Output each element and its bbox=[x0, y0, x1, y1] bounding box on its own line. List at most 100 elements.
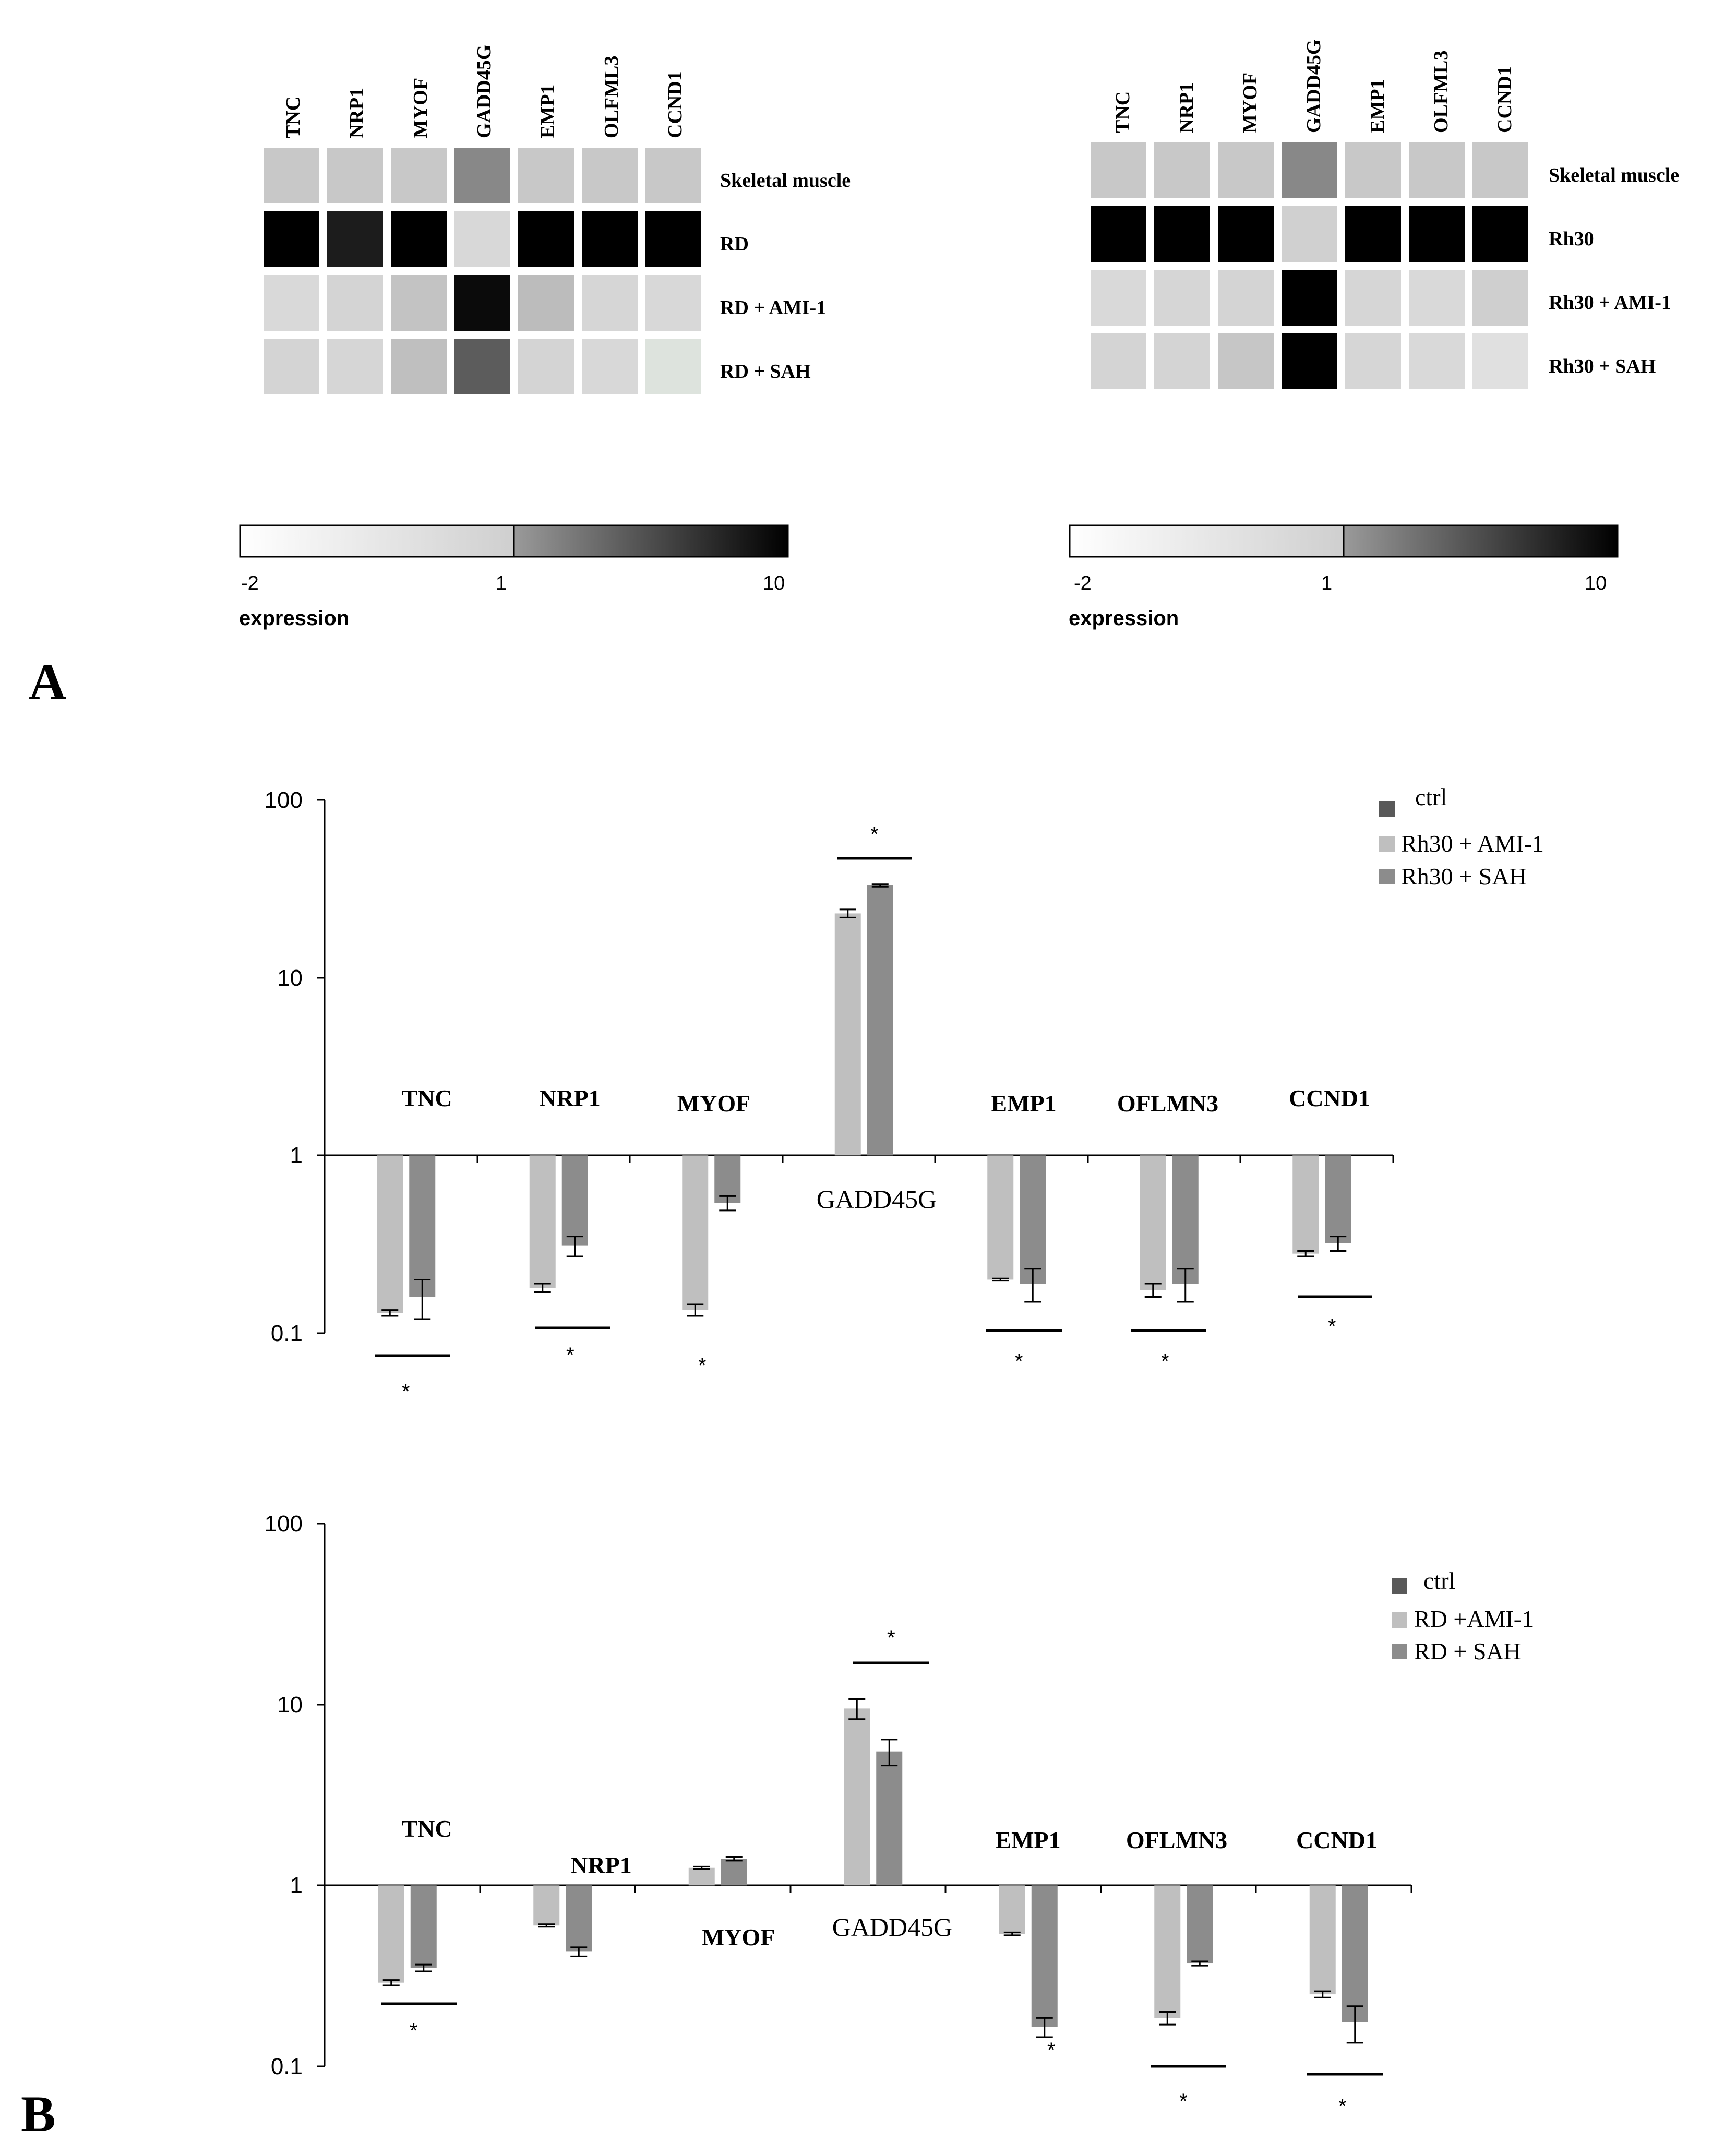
heatmap-cell bbox=[454, 211, 510, 267]
bar bbox=[1309, 1885, 1336, 1995]
heatmap-cell bbox=[518, 148, 574, 203]
heatmap-cell bbox=[264, 148, 319, 203]
gene-label: TNC bbox=[282, 97, 304, 138]
scale-tick-high: 10 bbox=[763, 572, 785, 594]
chart2-bars bbox=[378, 1698, 1368, 2044]
heatmap-cell bbox=[1472, 333, 1528, 389]
gene-label: OLFML3 bbox=[1430, 51, 1452, 133]
y-tick-label: 1 bbox=[290, 1873, 303, 1898]
row-label: RD bbox=[720, 233, 749, 255]
heatmap-cell bbox=[1345, 206, 1401, 262]
heatmap-rd: TNC NRP1 MYOF GADD45G EMP1 OLFML3 CCND1 … bbox=[239, 45, 851, 630]
legend-label: Rh30 + AMI-1 bbox=[1401, 830, 1544, 857]
legend-swatch-sah bbox=[1379, 869, 1395, 884]
y-tick-label: 0.1 bbox=[271, 2054, 303, 2079]
legend-label: RD + SAH bbox=[1414, 1638, 1521, 1664]
bar bbox=[834, 913, 861, 1156]
gene-label: MYOF bbox=[410, 78, 432, 138]
heatmap-cell bbox=[582, 211, 638, 267]
heatmap-cell bbox=[1154, 142, 1210, 198]
significance-star: * bbox=[698, 1354, 707, 1377]
bar bbox=[714, 1155, 741, 1203]
bar bbox=[1292, 1155, 1319, 1254]
heatmap-cell bbox=[1472, 142, 1528, 198]
bar bbox=[844, 1708, 870, 1886]
gene-label: NRP1 bbox=[1176, 82, 1198, 133]
heatmap-cell bbox=[1472, 206, 1528, 262]
chart2-significance: * * * * * bbox=[381, 1626, 1383, 2118]
significance-star: * bbox=[887, 1626, 895, 1649]
gene-label: EMP1 bbox=[1367, 79, 1388, 133]
legend-swatch-ctrl bbox=[1392, 1578, 1407, 1594]
heatmap-cell bbox=[645, 148, 701, 203]
heatmap-cell bbox=[327, 211, 383, 267]
category-label: TNC bbox=[401, 1085, 452, 1111]
bar bbox=[876, 1751, 903, 1886]
heatmap-cell bbox=[1282, 270, 1337, 326]
y-tick-label: 100 bbox=[265, 1511, 303, 1537]
y-tick-label: 100 bbox=[265, 787, 303, 813]
color-scale: -2 1 10 expression bbox=[239, 524, 789, 630]
heatmap-cell bbox=[1472, 270, 1528, 326]
chart1-legend: ctrl Rh30 + AMI-1 Rh30 + SAH bbox=[1379, 784, 1544, 890]
heatmap-cell bbox=[645, 275, 701, 331]
significance-star: * bbox=[1047, 2039, 1056, 2062]
significance-star: * bbox=[410, 2019, 418, 2042]
gene-label: GADD45G bbox=[473, 45, 495, 138]
significance-star: * bbox=[1179, 2090, 1188, 2113]
gene-label: CCND1 bbox=[664, 71, 686, 138]
legend-label: RD +AMI-1 bbox=[1414, 1606, 1534, 1632]
significance-star: * bbox=[870, 823, 879, 846]
gene-label: CCND1 bbox=[1494, 66, 1516, 133]
category-label: MYOF bbox=[677, 1090, 751, 1117]
heatmap-rh30-cells bbox=[1091, 142, 1528, 389]
heatmap-cell bbox=[1091, 270, 1146, 326]
heatmap-cell bbox=[1409, 333, 1465, 389]
chart2-categories: TNC NRP1 MYOF GADD45G EMP1 OFLMN3 CCND1 bbox=[401, 1815, 1378, 1950]
category-label: NRP1 bbox=[570, 1852, 632, 1878]
gene-label: GADD45G bbox=[1303, 40, 1325, 133]
heatmap-cell bbox=[1345, 142, 1401, 198]
category-label: NRP1 bbox=[539, 1085, 601, 1111]
heatmap-cell bbox=[264, 339, 319, 394]
heatmap-cell bbox=[582, 275, 638, 331]
chart1-bars bbox=[377, 883, 1351, 1320]
heatmap-rh30: TNC NRP1 MYOF GADD45G EMP1 OLFML3 CCND1 … bbox=[1069, 40, 1679, 630]
bar bbox=[533, 1885, 560, 1926]
row-label: RD + AMI-1 bbox=[720, 297, 826, 319]
heatmap-cell bbox=[518, 275, 574, 331]
chart2-yaxis: 100 10 1 0.1 bbox=[265, 1511, 326, 2079]
scale-tick-low: -2 bbox=[241, 572, 259, 594]
scale-high bbox=[1343, 524, 1619, 558]
scale-label: expression bbox=[239, 607, 349, 630]
significance-star: * bbox=[1338, 2095, 1347, 2118]
heatmap-cell bbox=[582, 148, 638, 203]
chart2-legend: ctrl RD +AMI-1 RD + SAH bbox=[1392, 1567, 1534, 1664]
heatmap-cell bbox=[454, 148, 510, 203]
scale-high bbox=[513, 524, 789, 558]
category-label: EMP1 bbox=[995, 1827, 1060, 1853]
category-label: MYOF bbox=[702, 1924, 775, 1950]
bar bbox=[1154, 1885, 1181, 2018]
category-label: OFLMN3 bbox=[1126, 1827, 1227, 1853]
heatmap-cell bbox=[1091, 333, 1146, 389]
category-label: EMP1 bbox=[991, 1090, 1056, 1117]
bar bbox=[377, 1155, 403, 1313]
bar bbox=[566, 1885, 592, 1952]
row-label: Rh30 bbox=[1549, 228, 1594, 250]
heatmap-cell bbox=[1345, 270, 1401, 326]
heatmap-cell bbox=[454, 275, 510, 331]
heatmap-cell bbox=[327, 148, 383, 203]
legend-label: ctrl bbox=[1423, 1567, 1455, 1594]
heatmap-cell bbox=[1282, 142, 1337, 198]
gene-label: MYOF bbox=[1239, 73, 1261, 133]
heatmap-cell bbox=[645, 211, 701, 267]
bar bbox=[1187, 1885, 1213, 1964]
heatmap-cell bbox=[264, 275, 319, 331]
bar bbox=[999, 1885, 1025, 1934]
y-tick-label: 0.1 bbox=[271, 1321, 303, 1346]
panel-label-a: A bbox=[29, 653, 66, 711]
legend-label: ctrl bbox=[1415, 784, 1447, 810]
heatmap-cell bbox=[1218, 142, 1274, 198]
